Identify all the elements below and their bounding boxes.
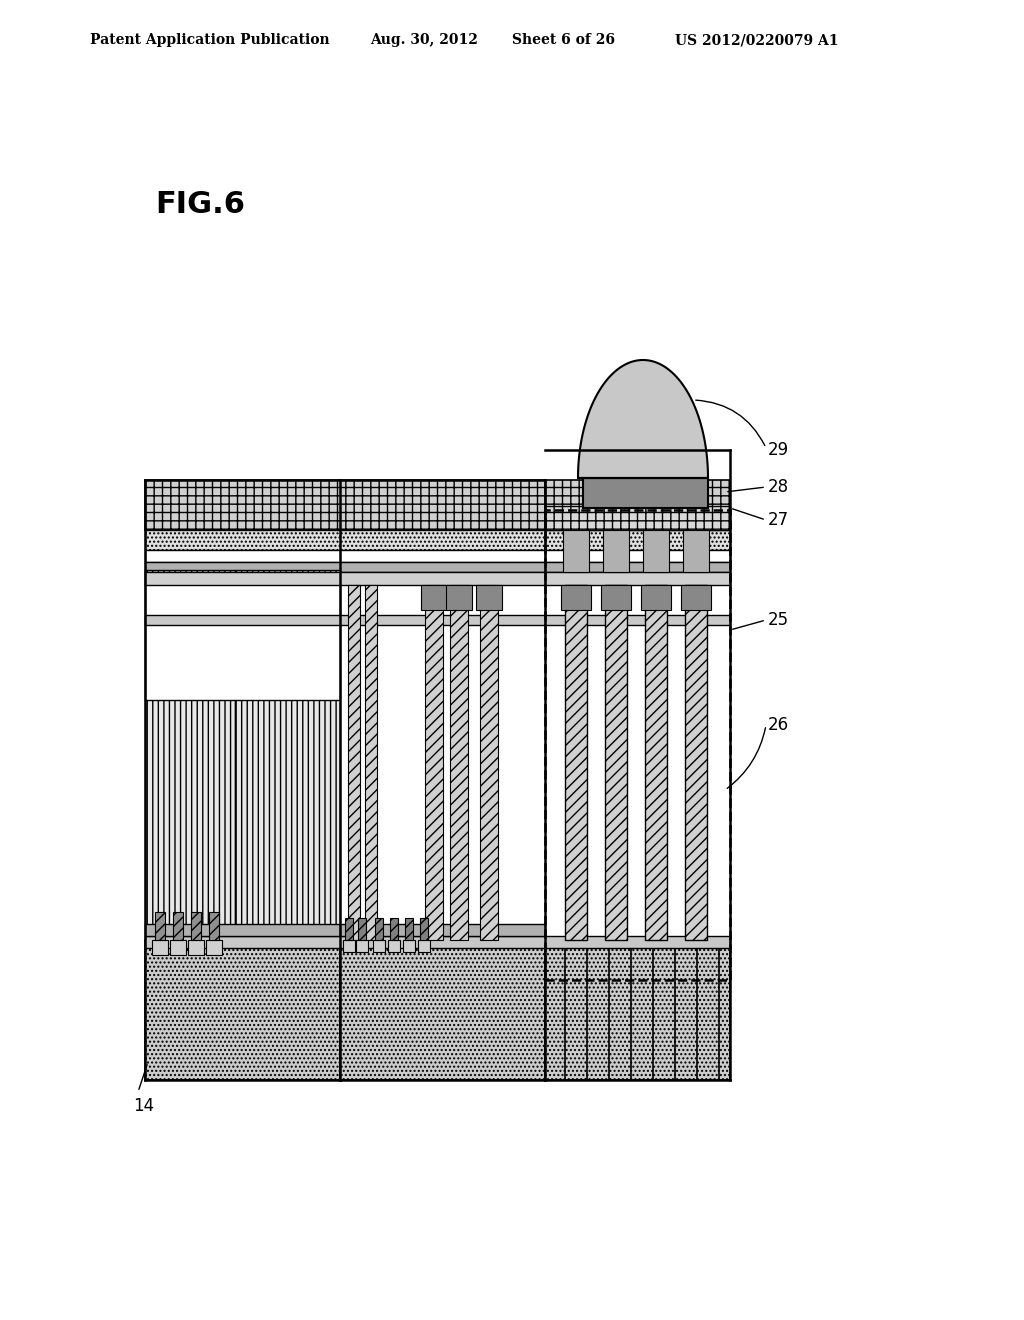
Polygon shape [578, 360, 708, 478]
Bar [641, 585, 671, 610]
Bar [421, 585, 447, 610]
Bar [643, 531, 669, 572]
Bar [403, 940, 415, 952]
Bar [545, 531, 730, 550]
Bar [681, 585, 711, 610]
Bar [356, 940, 368, 952]
Bar [406, 917, 413, 940]
Bar [446, 585, 472, 610]
Bar [170, 940, 186, 954]
Bar [390, 917, 398, 940]
Bar [340, 924, 545, 936]
Bar [145, 936, 730, 948]
Bar [234, 570, 340, 940]
Bar [206, 940, 222, 954]
Bar [420, 917, 428, 940]
Bar [601, 585, 631, 610]
Bar [603, 531, 629, 572]
Bar [152, 940, 168, 954]
Bar [145, 615, 545, 624]
Text: US 2012/0220079 A1: US 2012/0220079 A1 [675, 33, 839, 48]
Bar [545, 510, 730, 979]
Bar [340, 572, 545, 940]
Bar [545, 562, 730, 572]
Bar [605, 585, 627, 940]
Bar [145, 572, 545, 585]
Bar [583, 477, 708, 508]
Bar [425, 585, 443, 940]
Bar [145, 940, 340, 1080]
Text: Patent Application Publication: Patent Application Publication [90, 33, 330, 48]
Bar [683, 531, 709, 572]
Bar [545, 572, 730, 940]
Text: 27: 27 [768, 511, 790, 529]
Text: 28: 28 [768, 478, 790, 496]
Bar [145, 480, 545, 531]
Bar [145, 572, 340, 700]
Bar [545, 940, 730, 1080]
Bar [563, 531, 589, 572]
Text: Aug. 30, 2012: Aug. 30, 2012 [370, 33, 478, 48]
Bar [480, 585, 498, 940]
Bar [340, 940, 545, 1080]
Bar [155, 912, 165, 940]
Bar [645, 585, 667, 940]
Bar [145, 531, 545, 550]
Bar [545, 550, 730, 562]
Bar [685, 585, 707, 940]
Bar [145, 924, 340, 936]
Bar [365, 585, 377, 940]
Text: 26: 26 [768, 715, 790, 734]
Text: FIG.6: FIG.6 [155, 190, 245, 219]
Bar [545, 506, 730, 531]
Bar [476, 585, 502, 610]
Bar [545, 480, 730, 531]
Text: 25: 25 [768, 611, 790, 630]
Bar [145, 570, 234, 940]
Bar [173, 912, 183, 940]
Bar [191, 912, 201, 940]
Bar [188, 940, 204, 954]
Bar [545, 615, 730, 624]
Bar [343, 940, 355, 952]
Bar [561, 585, 591, 610]
Bar [388, 940, 400, 952]
Bar [450, 585, 468, 940]
Bar [145, 562, 545, 572]
Bar [375, 917, 383, 940]
Bar [145, 550, 545, 562]
Bar [545, 572, 730, 585]
Bar [565, 585, 587, 940]
Bar [418, 940, 430, 952]
Bar [373, 940, 385, 952]
Bar [209, 912, 219, 940]
Text: 14: 14 [133, 1097, 155, 1115]
Text: 29: 29 [768, 441, 790, 459]
Bar [345, 917, 353, 940]
Text: Sheet 6 of 26: Sheet 6 of 26 [512, 33, 615, 48]
Bar [348, 585, 360, 940]
Bar [358, 917, 366, 940]
